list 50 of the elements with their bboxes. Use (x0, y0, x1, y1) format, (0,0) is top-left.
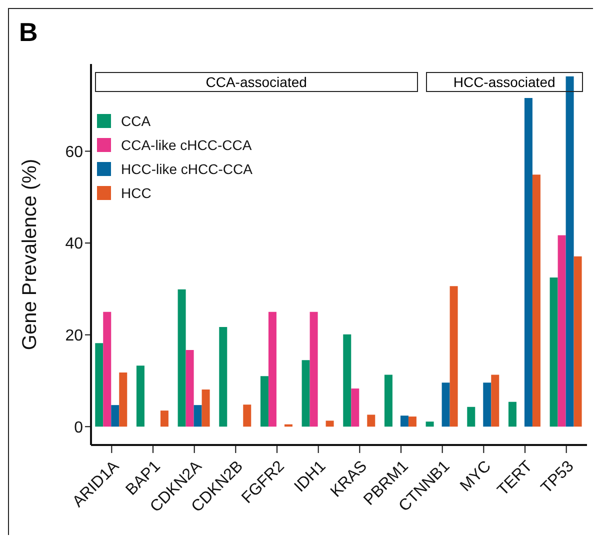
bar (442, 382, 450, 427)
bar (95, 343, 104, 427)
bar (532, 174, 540, 427)
bar (343, 334, 352, 427)
bar (558, 235, 566, 427)
chart-title: B (19, 17, 38, 48)
bar (103, 312, 112, 427)
bar (111, 405, 120, 427)
annotation: HCC-associated (453, 74, 556, 90)
legend-label: CCA-like cHCC-CCA (121, 136, 252, 155)
bar (178, 289, 186, 427)
bar (219, 327, 228, 427)
legend-label: HCC-like cHCC-CCA (121, 160, 252, 179)
group-label-box: CCA-associated (95, 72, 418, 92)
bar (268, 312, 276, 427)
legend-label: HCC (121, 184, 152, 203)
bar (550, 277, 558, 427)
bar (310, 312, 318, 427)
bar (524, 98, 532, 427)
y-tick-label: 60 (65, 144, 84, 161)
bar (202, 389, 210, 427)
group-label-box: HCC-associated (426, 72, 583, 92)
bar (566, 76, 574, 427)
y-tick-label: 40 (65, 236, 84, 253)
bar (367, 414, 376, 427)
bar (326, 420, 334, 427)
bar (467, 406, 476, 427)
bar (260, 376, 268, 427)
bar (160, 410, 168, 427)
bar (243, 404, 252, 427)
bar (186, 350, 194, 427)
bar (351, 388, 360, 427)
bar (450, 286, 458, 427)
y-tick-label: 20 (65, 328, 84, 345)
bar (119, 372, 128, 427)
bar (384, 374, 392, 427)
bar (400, 416, 408, 427)
bar (302, 360, 310, 427)
annotation: CCA-associated (206, 74, 307, 90)
bar (408, 416, 416, 427)
bar (136, 366, 144, 427)
y-tick-label: 0 (74, 419, 84, 436)
bar (574, 256, 582, 427)
bar (426, 422, 434, 427)
bar (491, 374, 500, 427)
bar (508, 402, 516, 427)
y-axis-title: Gene Prevalence (%) (19, 158, 42, 350)
bar (483, 382, 492, 427)
legend-label: CCA (121, 112, 151, 131)
bar (194, 405, 202, 427)
